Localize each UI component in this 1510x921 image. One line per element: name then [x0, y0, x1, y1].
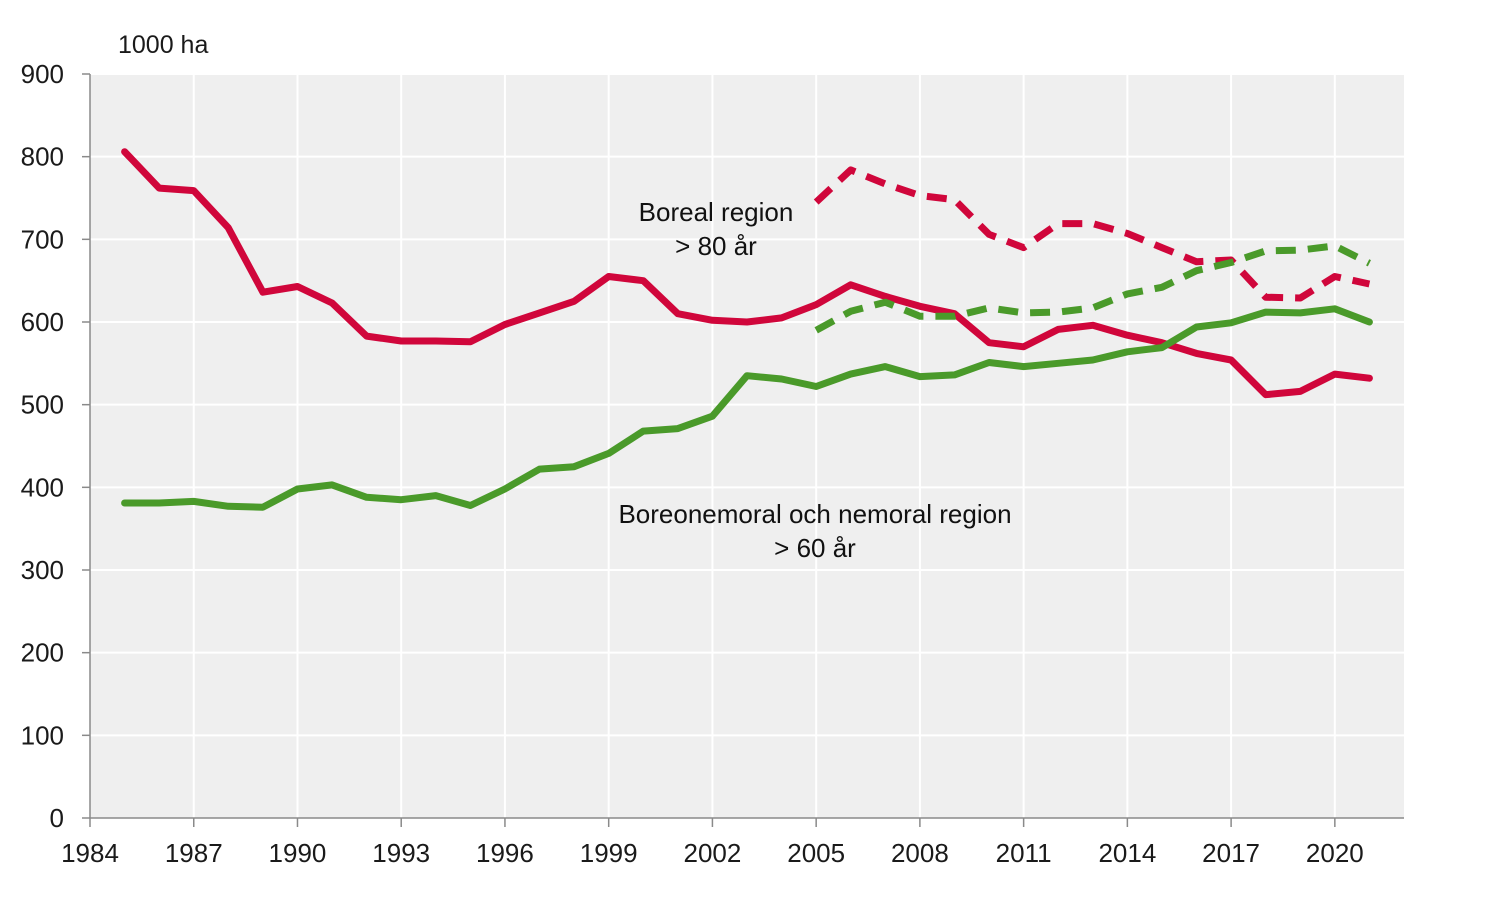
- annotation-line: > 80 år: [675, 231, 757, 261]
- plot-background: [90, 74, 1404, 818]
- x-tick-label: 2014: [1098, 838, 1156, 868]
- x-tick-label: 2011: [996, 838, 1052, 868]
- y-tick-label: 100: [21, 720, 64, 750]
- annotation-line: Boreal region: [639, 197, 794, 227]
- red-dashed-line: [813, 166, 1371, 302]
- y-tick-label: 600: [21, 307, 64, 337]
- y-tick-label: 800: [21, 142, 64, 172]
- x-tick-label: 2020: [1306, 838, 1364, 868]
- green-solid-line: [121, 305, 1373, 511]
- x-tick-label: 1993: [372, 838, 430, 868]
- y-axis-unit-label: 1000 ha: [118, 31, 208, 59]
- x-tick-label: 2002: [683, 838, 741, 868]
- nemoral-region-annotation: Boreonemoral och nemoral region > 60 år: [618, 499, 1011, 563]
- green-dashed-line: [814, 242, 1371, 334]
- y-tick-label: 400: [21, 472, 64, 502]
- x-tick-label: 1984: [61, 838, 119, 868]
- y-tick-label: 500: [21, 390, 64, 420]
- x-tick-label: 2005: [787, 838, 845, 868]
- annotation-line: > 60 år: [774, 533, 856, 563]
- red-solid-line: [121, 148, 1373, 399]
- series-lines: [121, 148, 1373, 511]
- y-tick-label: 700: [21, 224, 64, 254]
- y-tick-label: 900: [21, 59, 64, 89]
- x-tick-label: 1990: [269, 838, 327, 868]
- boreal-region-annotation: Boreal region > 80 år: [639, 197, 794, 261]
- axis-labels: 0 100 200 300 400 500 600 700 800 900 1984 1987 1990…: [21, 59, 1364, 868]
- x-tick-label: 1987: [165, 838, 223, 868]
- y-tick-label: 300: [21, 555, 64, 585]
- x-tick-label: 1996: [476, 838, 534, 868]
- x-tick-label: 2017: [1202, 838, 1260, 868]
- y-tick-label: 200: [21, 638, 64, 668]
- annotation-line: Boreonemoral och nemoral region: [618, 499, 1011, 529]
- y-tick-label: 0: [50, 803, 64, 833]
- x-tick-label: 2008: [891, 838, 949, 868]
- axes: [82, 73, 1404, 827]
- x-tick-label: 1999: [580, 838, 638, 868]
